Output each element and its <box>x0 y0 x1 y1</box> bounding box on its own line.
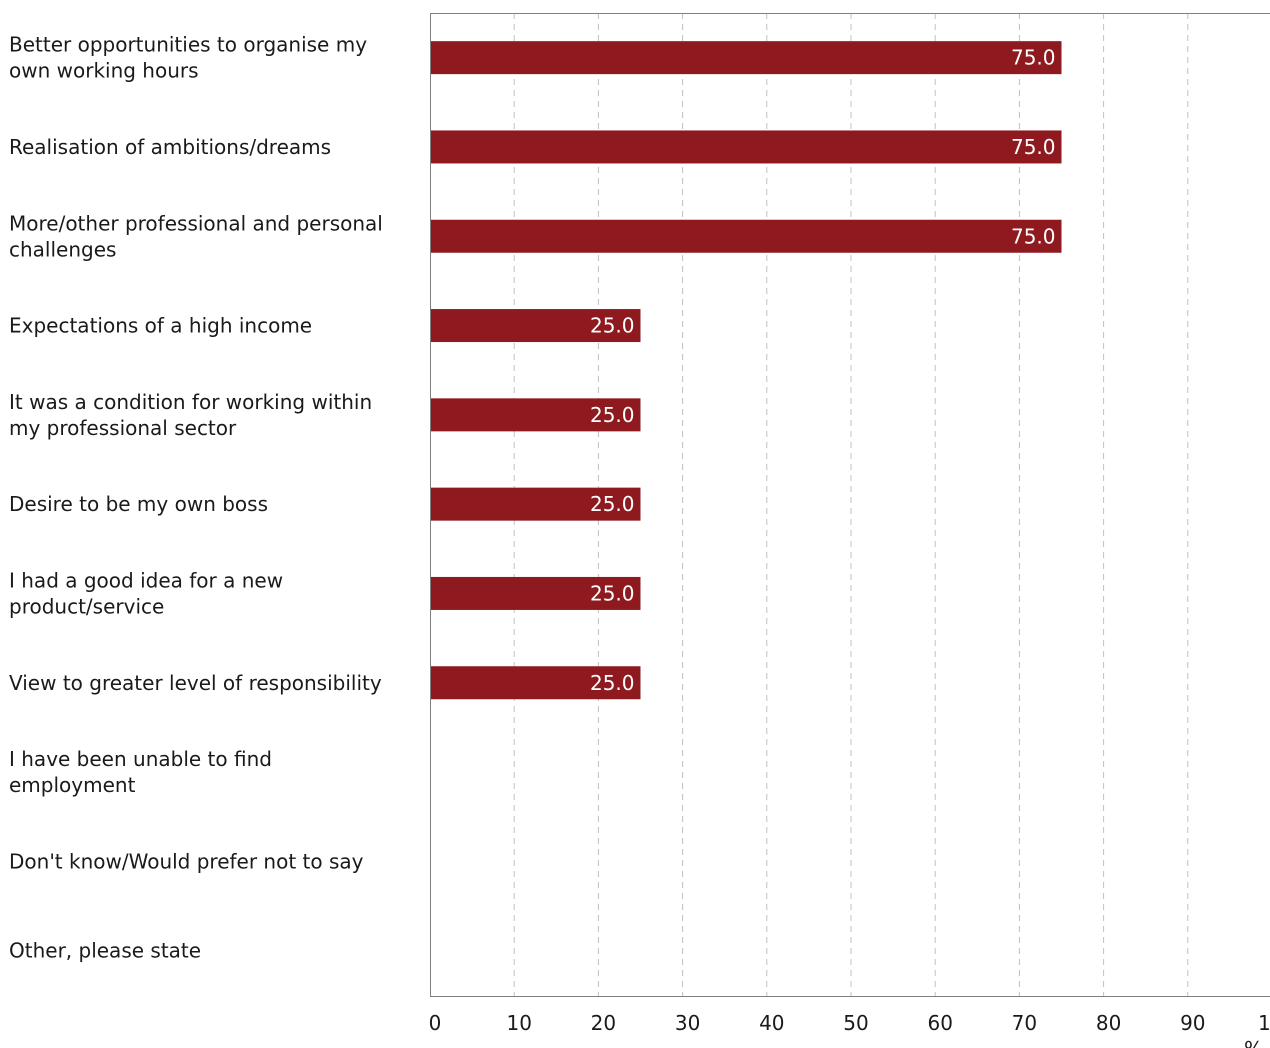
axis-layer <box>430 13 1270 997</box>
bar <box>430 309 641 343</box>
bar <box>430 666 641 700</box>
bar-value-label: 25.0 <box>590 314 635 338</box>
x-tick-label: 60 <box>927 1011 952 1035</box>
category-label-line: I had a good idea for a new <box>9 568 283 592</box>
category-label: Better opportunities to organise my own w… <box>9 33 367 83</box>
x-tick-label: 10 <box>506 1011 531 1035</box>
bar <box>430 130 1062 164</box>
category-label: Expectations of a high income <box>9 314 312 338</box>
category-label-line: Expectations of a high income <box>9 314 312 338</box>
category-label-line: product/service <box>9 594 164 618</box>
category-label-line: employment <box>9 773 136 797</box>
category-label: Other, please state <box>9 939 201 963</box>
x-tick-label: 90 <box>1180 1011 1205 1035</box>
category-label: More/other professional and personal chal… <box>9 211 383 261</box>
x-tick-label: 20 <box>591 1011 616 1035</box>
category-label-line: challenges <box>9 237 116 261</box>
category-label-line: Desire to be my own boss <box>9 492 268 516</box>
bar-value-label: 25.0 <box>590 403 635 427</box>
category-label-line: I have been unable to find <box>9 747 272 771</box>
bar <box>430 487 641 521</box>
category-label-line: Other, please state <box>9 939 201 963</box>
x-tick-label: 70 <box>1012 1011 1037 1035</box>
category-label: Desire to be my own boss <box>9 492 268 516</box>
tick-label-layer: 0 10 20 30 40 50 60 70 80 90 100 <box>429 1011 1270 1035</box>
category-label: I had a good idea for a new product/servi… <box>9 568 283 618</box>
bar <box>430 398 641 432</box>
bar-value-label: 25.0 <box>590 492 635 516</box>
bar <box>430 41 1062 75</box>
category-label-line: More/other professional and personal <box>9 211 383 235</box>
category-label-line: It was a condition for working within <box>9 390 372 414</box>
category-label-layer: Better opportunities to organise my own w… <box>9 33 383 963</box>
bar-value-label: 75.0 <box>1011 224 1056 248</box>
bar-value-label: 25.0 <box>590 581 635 605</box>
bar-value-label: 75.0 <box>1011 46 1056 70</box>
x-tick-label: 50 <box>843 1011 868 1035</box>
bar <box>430 219 1062 253</box>
x-tick-label: 0 <box>429 1011 442 1035</box>
category-label: Realisation of ambitions/dreams <box>9 135 331 159</box>
bar <box>430 576 641 610</box>
x-tick-label: 30 <box>675 1011 700 1035</box>
bar-value-label: 25.0 <box>590 671 635 695</box>
category-label: Don't know/Would prefer not to say <box>9 849 364 873</box>
category-label: I have been unable to find employment <box>9 747 272 797</box>
category-label: It was a condition for working within my … <box>9 390 372 440</box>
category-label-line: own working hours <box>9 59 199 83</box>
category-label: View to greater level of responsibility <box>9 671 382 695</box>
category-label-line: Realisation of ambitions/dreams <box>9 135 331 159</box>
x-tick-label: 40 <box>759 1011 784 1035</box>
bar-value-label: 75.0 <box>1011 135 1056 159</box>
category-label-line: my professional sector <box>9 416 237 440</box>
x-axis-unit-label: % <box>1244 1037 1263 1048</box>
bar-layer: 75.0 75.0 75.0 25.0 25.0 25.0 25.0 25.0 <box>430 41 1062 700</box>
x-tick-label: 100 <box>1258 1011 1270 1035</box>
category-label-line: View to greater level of responsibility <box>9 671 382 695</box>
category-label-line: Don't know/Would prefer not to say <box>9 849 364 873</box>
x-tick-label: 80 <box>1096 1011 1121 1035</box>
category-label-line: Better opportunities to organise my <box>9 33 367 57</box>
grid-layer <box>513 13 1189 996</box>
